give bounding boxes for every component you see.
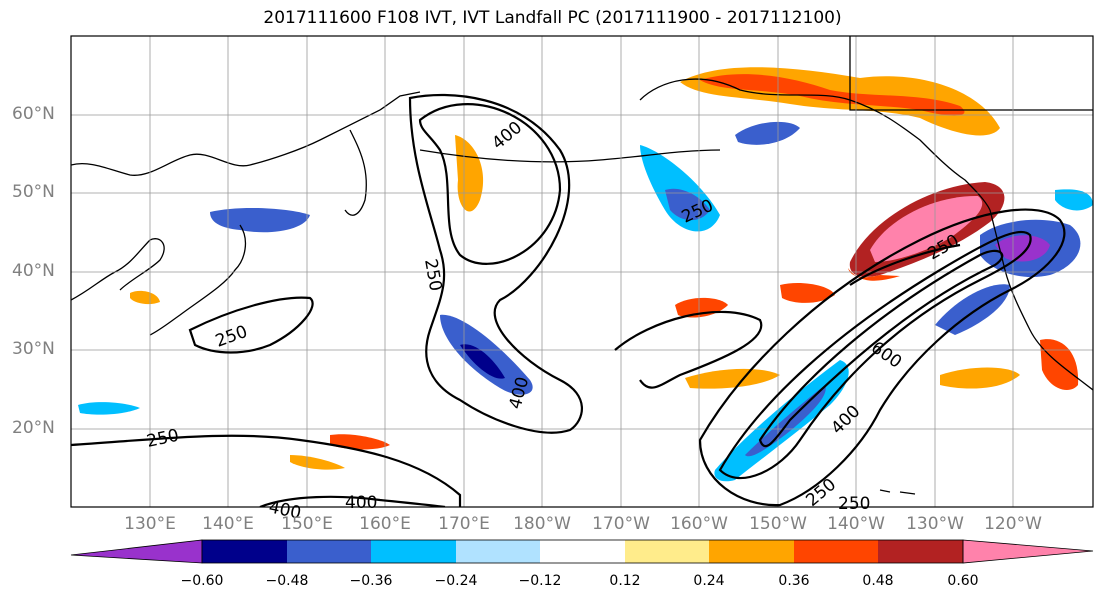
- colorbar-tick-label: −0.12: [518, 573, 562, 589]
- contour-600: [758, 249, 1004, 448]
- shade-positive-alaska-core: [700, 74, 965, 116]
- colorbar-tick-label: −0.24: [434, 573, 478, 589]
- shade-positive-goa-core: [870, 195, 983, 262]
- contour-250-west: [188, 296, 314, 354]
- colorbar-tick-label: 0.12: [609, 573, 641, 589]
- lon-label: 120°W: [984, 514, 1042, 534]
- contour-400-north: [418, 103, 562, 265]
- shade-positive-sub: [685, 368, 780, 389]
- contour-label: 250: [213, 322, 250, 352]
- shade-negative-pnw-edge: [1055, 189, 1093, 211]
- shade-negative-subtrop: [714, 360, 849, 482]
- colorbar-cell: [794, 540, 878, 563]
- contour-label: 250: [802, 475, 840, 511]
- lon-label: 130°W: [906, 514, 964, 534]
- contour-250-south: [71, 434, 462, 507]
- lon-label: 160°W: [670, 514, 728, 534]
- colorbar-tick-label: 0.48: [862, 573, 894, 589]
- contour-label: 250: [838, 494, 870, 514]
- figure-title: 2017111600 F108 IVT, IVT Landfall PC (20…: [263, 8, 842, 28]
- colorbar: [70, 539, 1094, 564]
- coast-canada: [849, 36, 1093, 111]
- contour-400-south: [259, 495, 446, 507]
- lon-label: 170°W: [592, 514, 650, 534]
- coast-na: [989, 209, 1093, 391]
- shade-positive-hawaii: [940, 367, 1020, 389]
- lat-label: 50°N: [12, 182, 55, 202]
- shade-positive-ca: [1040, 339, 1079, 390]
- coast-japan: [149, 224, 247, 336]
- shade-negative-alaska: [735, 121, 800, 145]
- colorbar-cell: [962, 539, 1094, 564]
- ivt-contours: [71, 93, 1066, 507]
- colorbar-cell: [625, 540, 709, 563]
- colorbar-cell: [371, 540, 456, 563]
- shade-negative-wpac-core: [460, 344, 505, 379]
- gridlines: [71, 36, 1093, 507]
- colorbar-cell: [878, 540, 963, 563]
- contour-label-group: 400 250 250 250 400 250 600 400 250 250 …: [145, 118, 963, 524]
- colorbar-frame: [201, 539, 964, 564]
- contour-label: 600: [867, 338, 905, 373]
- shade-negative-w3: [78, 402, 140, 415]
- lon-label: 150°E: [281, 514, 333, 534]
- lat-label: 60°N: [12, 104, 55, 124]
- lat-label: 30°N: [12, 339, 55, 359]
- contour-250-east: [614, 310, 763, 389]
- colorbar-cell: [287, 540, 371, 563]
- contour-label: 400: [345, 493, 377, 513]
- lon-label: 180°W: [513, 514, 571, 534]
- lon-label: 160°E: [359, 514, 411, 534]
- coast-asia: [71, 91, 421, 176]
- shade-negative-japan: [210, 208, 310, 233]
- lon-label: 140°W: [827, 514, 885, 534]
- colorbar-cell: [70, 539, 203, 564]
- lon-label: 150°W: [749, 514, 807, 534]
- coast-alaska: [639, 78, 991, 211]
- coast-aleutians: [419, 149, 721, 163]
- lat-label: 20°N: [12, 418, 55, 438]
- contour-400-band: [718, 230, 1032, 480]
- colorbar-cell: [202, 540, 287, 563]
- contour-label: 400: [827, 401, 864, 438]
- colorbar-tick-label: 0.24: [693, 573, 725, 589]
- colorbar-cell: [456, 540, 540, 563]
- coast-kamchatka: [344, 129, 367, 216]
- colorbar-cell: [540, 540, 625, 563]
- shade-positive-sub2: [675, 297, 728, 318]
- lon-label: 140°E: [202, 514, 254, 534]
- lat-label: 40°N: [12, 261, 55, 281]
- shade-positive-w: [330, 434, 390, 450]
- shade-positive-w2: [290, 455, 345, 470]
- coastlines: [71, 36, 1093, 495]
- shade-positive-170e: [455, 135, 484, 212]
- colorbar-cell: [709, 540, 794, 563]
- shade-negative-kamchatka: [640, 145, 720, 232]
- shade-negative-subtrop-core: [745, 385, 826, 457]
- colorbar-tick-label: 0.36: [778, 573, 810, 589]
- lon-label: 130°E: [124, 514, 176, 534]
- shade-negative-ca: [935, 284, 1010, 335]
- shaded-regions: [78, 67, 1093, 482]
- contour-250-outer: [408, 93, 583, 434]
- shade-positive-w3: [130, 290, 160, 305]
- colorbar-tick-label: −0.48: [265, 573, 309, 589]
- map-frame: [70, 35, 1094, 508]
- shade-negative-pnw-core: [995, 235, 1050, 262]
- contour-250-band: [698, 208, 1066, 507]
- colorbar-tick-label: −0.36: [349, 573, 393, 589]
- coast-hawaii: [879, 489, 916, 495]
- contour-label: 400: [488, 118, 526, 154]
- contour-label: 250: [420, 257, 445, 292]
- lon-label: 170°E: [438, 514, 490, 534]
- colorbar-tick-label: −0.60: [180, 573, 224, 589]
- contour-250-goa: [849, 243, 961, 286]
- colorbar-tick-label: 0.60: [947, 573, 979, 589]
- shade-positive-central: [780, 283, 835, 303]
